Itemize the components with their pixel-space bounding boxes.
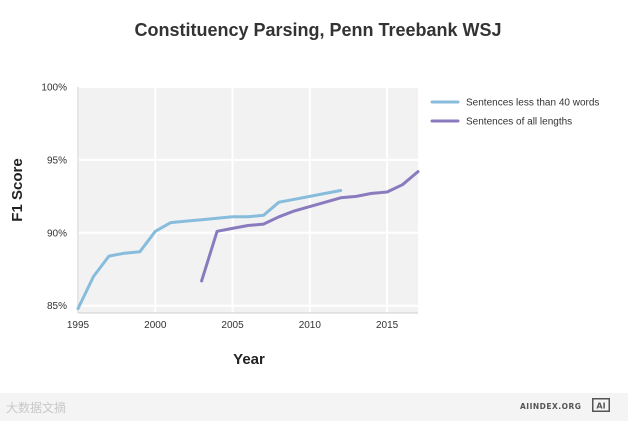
x-tick-label: 1995 [67, 320, 90, 331]
chart-title: Constituency Parsing, Penn Treebank WSJ [134, 20, 501, 40]
x-tick-label: 2000 [144, 320, 167, 331]
x-axis-label: Year [233, 351, 265, 368]
line-chart: Constituency Parsing, Penn Treebank WSJ … [9, 20, 599, 368]
x-tick-label: 2015 [376, 320, 399, 331]
y-tick-label: 100% [41, 83, 67, 94]
y-tick-label: 90% [47, 228, 67, 239]
legend-label: Sentences less than 40 words [466, 98, 599, 109]
x-tick-label: 2010 [299, 320, 322, 331]
series-line-1 [76, 189, 343, 311]
x-tick-label: 2005 [221, 320, 244, 331]
series-line-2 [200, 170, 420, 283]
watermark: 大数据文摘 [6, 401, 67, 415]
plot-area: 1995 2000 2005 2010 2015 85% 90% 95% 100% [41, 83, 420, 331]
ai-logo-text: AI [596, 402, 605, 411]
legend: Sentences less than 40 words Sentences of… [430, 98, 599, 128]
legend-label: Sentences of all lengths [466, 117, 572, 128]
source-label: AIINDEX.ORG [520, 402, 582, 411]
y-axis-label: F1 Score [9, 158, 26, 221]
footer-bar [0, 393, 628, 421]
y-tick-label: 85% [47, 301, 67, 312]
plot-background [78, 87, 418, 313]
ai-index-logo: AI [592, 398, 610, 412]
y-tick-label: 95% [47, 155, 67, 166]
